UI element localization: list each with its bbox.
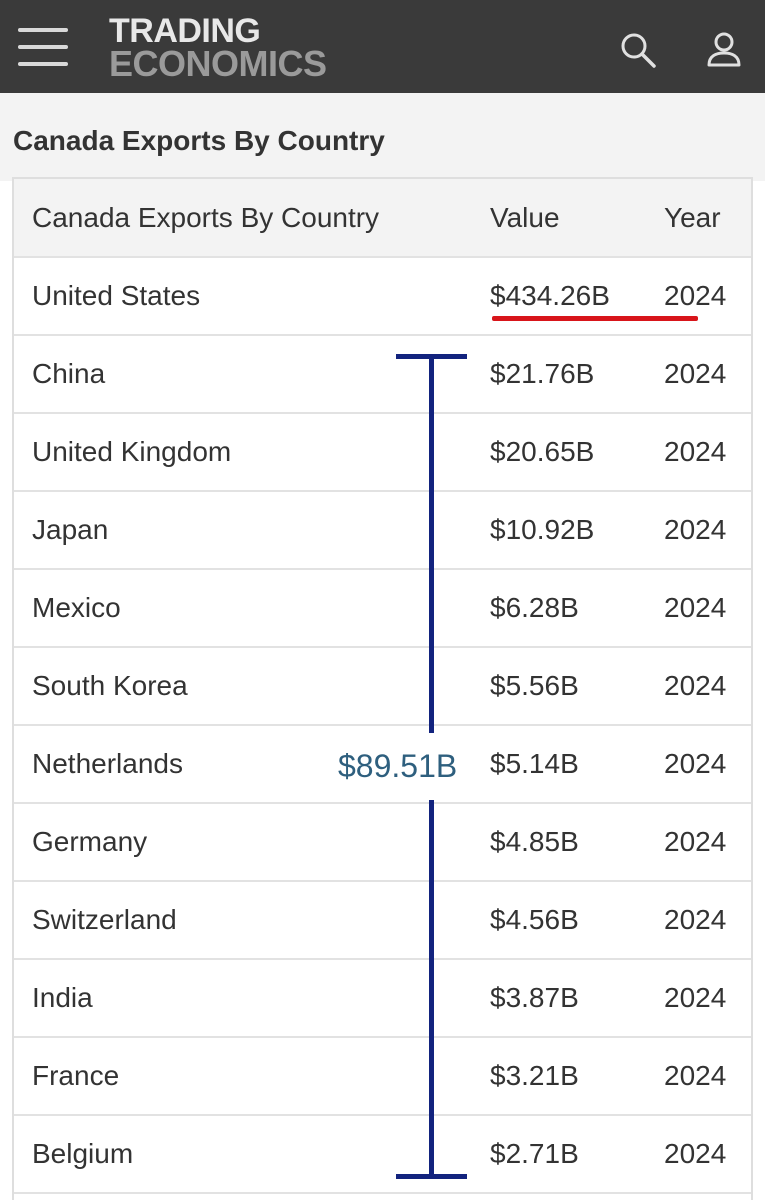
cell-value: $4.56B	[490, 881, 664, 960]
search-icon[interactable]	[618, 30, 658, 70]
column-header-year[interactable]: Year	[664, 179, 751, 258]
bracket-line-upper	[429, 358, 434, 733]
table-row[interactable]: Belgium $2.71B 2024	[14, 1115, 751, 1194]
cell-value: $3.87B	[490, 959, 664, 1038]
cell-year: 2024	[664, 491, 751, 570]
table-row[interactable]: Mexico $6.28B 2024	[14, 569, 751, 648]
user-icon[interactable]	[704, 30, 744, 70]
cell-country: South Korea	[14, 647, 490, 726]
logo-line-trading: TRADING	[109, 12, 261, 50]
cell-country: United States	[14, 257, 490, 336]
cell-year: 2024	[664, 725, 751, 804]
cell-value: $21.76B	[490, 335, 664, 414]
exports-table: Canada Exports By Country Value Year Uni…	[14, 179, 751, 1194]
cell-value: $3.21B	[490, 1037, 664, 1116]
cell-value: $434.26B	[490, 257, 664, 336]
page-title: Canada Exports By Country	[13, 125, 385, 156]
cell-value: $5.56B	[490, 647, 664, 726]
exports-table-container: Canada Exports By Country Value Year Uni…	[12, 177, 753, 1200]
cell-country: Belgium	[14, 1115, 490, 1194]
cell-value: $6.28B	[490, 569, 664, 648]
logo-line-economics: ECONOMICS	[109, 43, 327, 84]
menu-icon[interactable]	[18, 26, 68, 68]
table-row[interactable]: South Korea $5.56B 2024	[14, 647, 751, 726]
cell-year: 2024	[664, 959, 751, 1038]
cell-year: 2024	[664, 1037, 751, 1116]
cell-year: 2024	[664, 1115, 751, 1194]
bracket-total-label: $89.51B	[336, 748, 460, 785]
table-row[interactable]: Germany $4.85B 2024	[14, 803, 751, 882]
cell-year: 2024	[664, 257, 751, 336]
cell-value: $2.71B	[490, 1115, 664, 1194]
table-row[interactable]: France $3.21B 2024	[14, 1037, 751, 1116]
table-row[interactable]: Switzerland $4.56B 2024	[14, 881, 751, 960]
top-nav-bar: TRADING ECONOMICS	[0, 0, 765, 93]
cell-value: $5.14B	[490, 725, 664, 804]
table-row[interactable]: Japan $10.92B 2024	[14, 491, 751, 570]
column-header-country[interactable]: Canada Exports By Country	[14, 179, 490, 258]
cell-value: $10.92B	[490, 491, 664, 570]
title-bar	[0, 93, 765, 181]
table-row[interactable]: China $21.76B 2024	[14, 335, 751, 414]
table-row[interactable]: United States $434.26B 2024	[14, 257, 751, 336]
cell-country: Switzerland	[14, 881, 490, 960]
table-header-row: Canada Exports By Country Value Year	[14, 179, 751, 258]
cell-year: 2024	[664, 413, 751, 492]
cell-year: 2024	[664, 803, 751, 882]
bracket-line-lower	[429, 800, 434, 1178]
cell-country: United Kingdom	[14, 413, 490, 492]
cell-country: Germany	[14, 803, 490, 882]
cell-country: China	[14, 335, 490, 414]
cell-value: $4.85B	[490, 803, 664, 882]
cell-country: France	[14, 1037, 490, 1116]
cell-country: Japan	[14, 491, 490, 570]
cell-year: 2024	[664, 647, 751, 726]
cell-year: 2024	[664, 881, 751, 960]
cell-year: 2024	[664, 335, 751, 414]
table-row[interactable]: United Kingdom $20.65B 2024	[14, 413, 751, 492]
column-header-value[interactable]: Value	[490, 179, 664, 258]
site-logo[interactable]: TRADING ECONOMICS	[109, 12, 327, 84]
cell-country: Mexico	[14, 569, 490, 648]
cell-year: 2024	[664, 569, 751, 648]
cell-country: India	[14, 959, 490, 1038]
bracket-top-cap	[396, 354, 467, 359]
table-row[interactable]: India $3.87B 2024	[14, 959, 751, 1038]
bracket-bottom-cap	[396, 1174, 467, 1179]
cell-value: $20.65B	[490, 413, 664, 492]
highlight-underline	[492, 316, 698, 321]
